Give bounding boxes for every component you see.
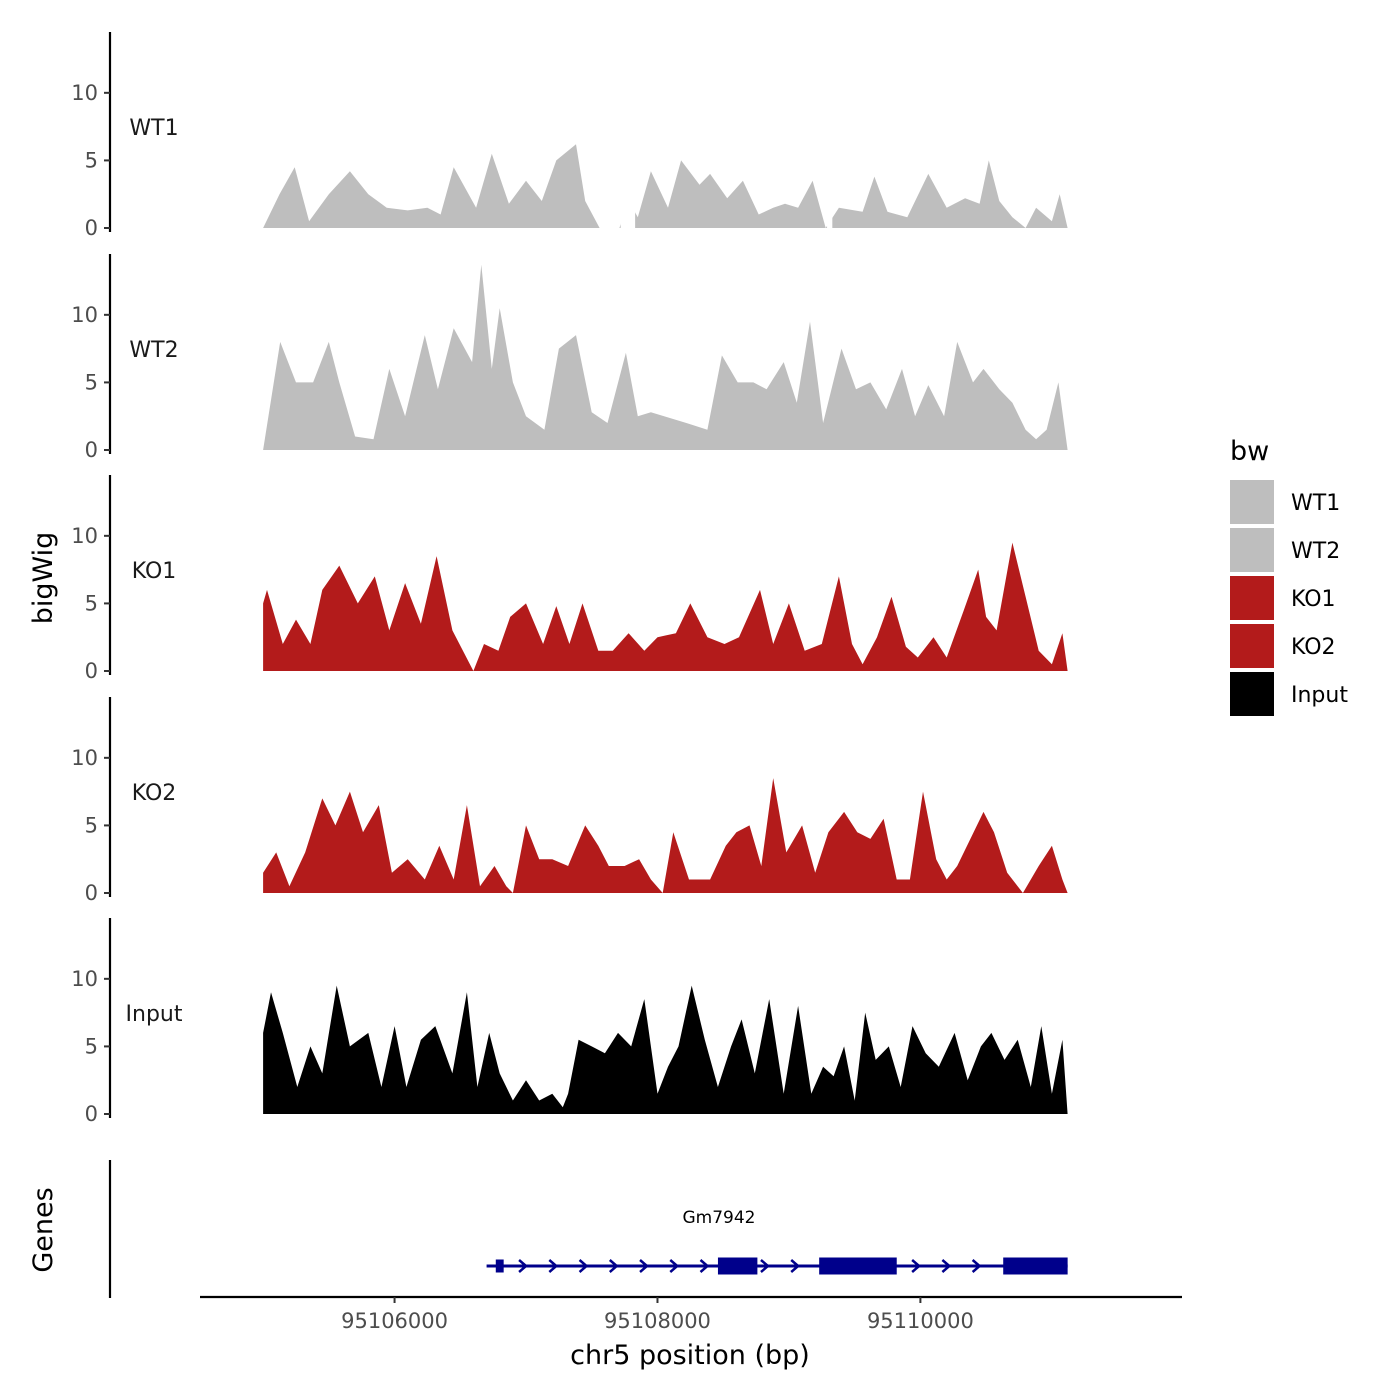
gene-track: Gm7942 — [108, 1160, 1068, 1298]
strand-chevron — [911, 1259, 922, 1273]
track-label-input: Input — [126, 1002, 183, 1027]
x-axis: 95106000 95108000 95110000 — [200, 1295, 1182, 1333]
legend-title: bw — [1230, 436, 1269, 467]
strand-chevron — [699, 1259, 710, 1273]
track-panel-ko1: 0 5 10 KO1 — [71, 475, 1068, 683]
coverage-gap — [827, 32, 833, 229]
gene-name-label: Gm7942 — [683, 1208, 756, 1228]
x-tick-label: 95106000 — [341, 1309, 448, 1333]
tracks-layer: 0 5 10 WT1 0 5 10 WT2 0 5 10 KO1 0 5 10 KO2 0 5 10 Input — [71, 32, 1068, 1126]
strand-chevron — [608, 1259, 619, 1273]
y-tick-label: 10 — [71, 967, 98, 991]
legend-key-ko2 — [1230, 624, 1274, 668]
legend-key-wt1 — [1230, 480, 1274, 524]
track-label-ko2: KO2 — [132, 781, 177, 806]
gene-exon — [1003, 1257, 1068, 1275]
strand-chevron — [518, 1259, 528, 1273]
y-tick-label: 10 — [71, 303, 98, 327]
y-tick-label: 5 — [85, 148, 98, 172]
legend-label-wt2: WT2 — [1291, 539, 1340, 564]
legend-key-input — [1230, 672, 1274, 716]
x-tick-label: 95110000 — [867, 1309, 974, 1333]
y-tick-label: 0 — [85, 216, 98, 240]
track-panel-wt1: 0 5 10 WT1 — [71, 32, 1068, 240]
y-tick-label: 5 — [85, 1034, 98, 1058]
coverage-area-ko1 — [263, 542, 1068, 671]
legend-key-ko1 — [1230, 576, 1274, 620]
y-tick-label: 5 — [85, 370, 98, 394]
y-tick-label: 5 — [85, 813, 98, 837]
track-panel-ko2: 0 5 10 KO2 — [71, 697, 1068, 905]
legend-label-ko2: KO2 — [1291, 635, 1336, 660]
strand-chevron — [548, 1259, 559, 1273]
legend-label-wt1: WT1 — [1291, 491, 1340, 516]
legend: bw WT1 WT2 KO1 KO2 Input — [1230, 436, 1348, 716]
strand-chevron — [941, 1259, 952, 1273]
legend-label-input: Input — [1291, 683, 1348, 708]
y-tick-label: 0 — [85, 438, 98, 462]
y-axis-title: bigWig — [28, 532, 59, 625]
gene-exon — [495, 1259, 504, 1273]
strand-chevron — [971, 1259, 982, 1273]
y-tick-label: 0 — [85, 659, 98, 683]
coverage-area-wt2 — [263, 264, 1068, 450]
strand-chevron — [578, 1259, 589, 1273]
track-label-wt1: WT1 — [129, 116, 178, 141]
y-tick-label: 10 — [71, 81, 98, 105]
strand-chevron — [669, 1259, 680, 1273]
coverage-area-wt1 — [263, 144, 1068, 228]
coverage-gap — [620, 32, 636, 229]
gene-exon — [819, 1257, 897, 1275]
track-label-wt2: WT2 — [129, 338, 178, 363]
y-tick-label: 10 — [71, 524, 98, 548]
x-tick-label: 95108000 — [604, 1309, 711, 1333]
y-tick-label: 0 — [85, 1102, 98, 1126]
genes-axis-title: Genes — [28, 1187, 59, 1272]
legend-label-ko1: KO1 — [1291, 587, 1336, 612]
legend-key-wt2 — [1230, 528, 1274, 572]
gene-exon — [717, 1257, 758, 1275]
coverage-area-input — [263, 985, 1068, 1114]
coverage-area-ko2 — [263, 778, 1068, 893]
track-panel-input: 0 5 10 Input — [71, 918, 1068, 1126]
strand-chevron — [639, 1259, 649, 1273]
y-tick-label: 5 — [85, 591, 98, 615]
x-axis-title: chr5 position (bp) — [570, 1340, 810, 1371]
track-panel-wt2: 0 5 10 WT2 — [71, 254, 1068, 462]
strand-chevron — [790, 1259, 801, 1273]
track-label-ko1: KO1 — [132, 559, 177, 584]
y-tick-label: 10 — [71, 746, 98, 770]
strand-chevron — [760, 1259, 770, 1273]
y-tick-label: 0 — [85, 881, 98, 905]
